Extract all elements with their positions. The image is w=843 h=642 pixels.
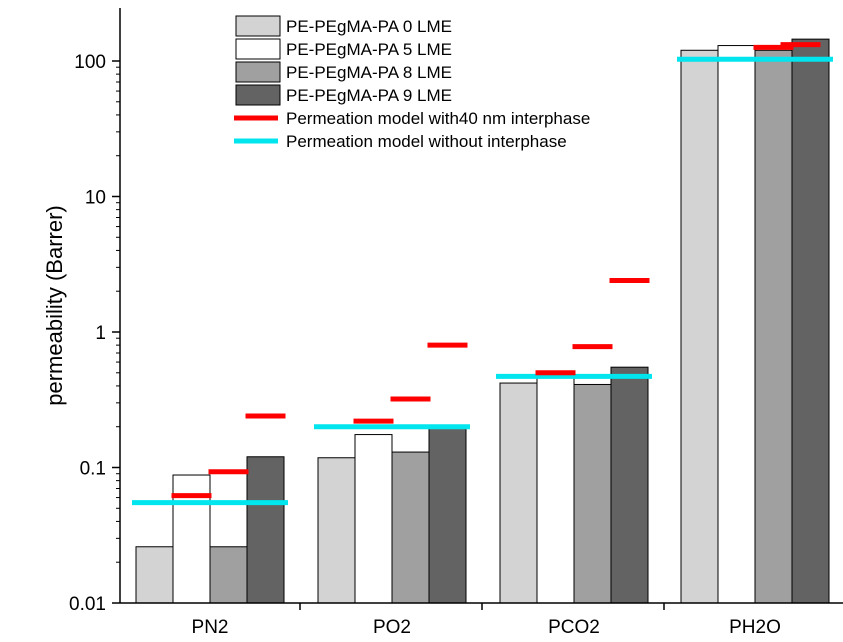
legend-label-model-2: Permeation model without interphase: [286, 132, 567, 151]
bar-po2-series-2: [354, 434, 393, 604]
legend-swatch-series-3: [235, 61, 281, 83]
y-axis-title: permeability (Barrer): [42, 205, 67, 406]
x-category-label: PCO2: [548, 617, 600, 638]
legend-swatch-series-2: [235, 38, 281, 60]
bar-pco2-series-3: [573, 383, 612, 604]
x-category-label: PH2O: [729, 617, 781, 638]
bar-pn2-series-4: [246, 456, 285, 604]
legend-label-series-1: PE-PEgMA-PA 0 LME: [286, 17, 452, 36]
bar-ph2o-series-2: [717, 45, 756, 604]
bar-pco2-series-1: [499, 382, 538, 604]
x-category-label: PO2: [373, 617, 411, 638]
bar-po2-series-3: [391, 451, 430, 604]
bar-ph2o-series-1: [680, 49, 719, 604]
legend-label-series-3: PE-PEgMA-PA 8 LME: [286, 63, 452, 82]
y-tick-label: 100: [74, 52, 106, 73]
legend-swatch-series-1: [235, 15, 281, 37]
x-category-label: PN2: [192, 617, 229, 638]
y-tick-label: 0.01: [69, 594, 106, 615]
legend-swatch-series-4: [235, 84, 281, 106]
legend-label-series-2: PE-PEgMA-PA 5 LME: [286, 40, 452, 59]
bar-ph2o-series-3: [754, 49, 793, 604]
bar-po2-series-1: [317, 457, 356, 604]
y-tick-label: 10: [85, 188, 106, 209]
bar-ph2o-series-4: [791, 38, 830, 604]
bar-pn2-series-1: [135, 546, 174, 604]
legend-label-model-1: Permeation model with40 nm interphase: [286, 109, 590, 128]
bar-po2-series-4: [428, 426, 467, 604]
bar-pco2-series-4: [610, 366, 649, 604]
legend-label-series-4: PE-PEgMA-PA 9 LME: [286, 86, 452, 105]
bar-pn2-series-3: [209, 546, 248, 604]
y-tick-label: 0.1: [80, 459, 106, 480]
bar-pco2-series-2: [536, 372, 575, 604]
y-tick-label: 1: [95, 323, 106, 344]
